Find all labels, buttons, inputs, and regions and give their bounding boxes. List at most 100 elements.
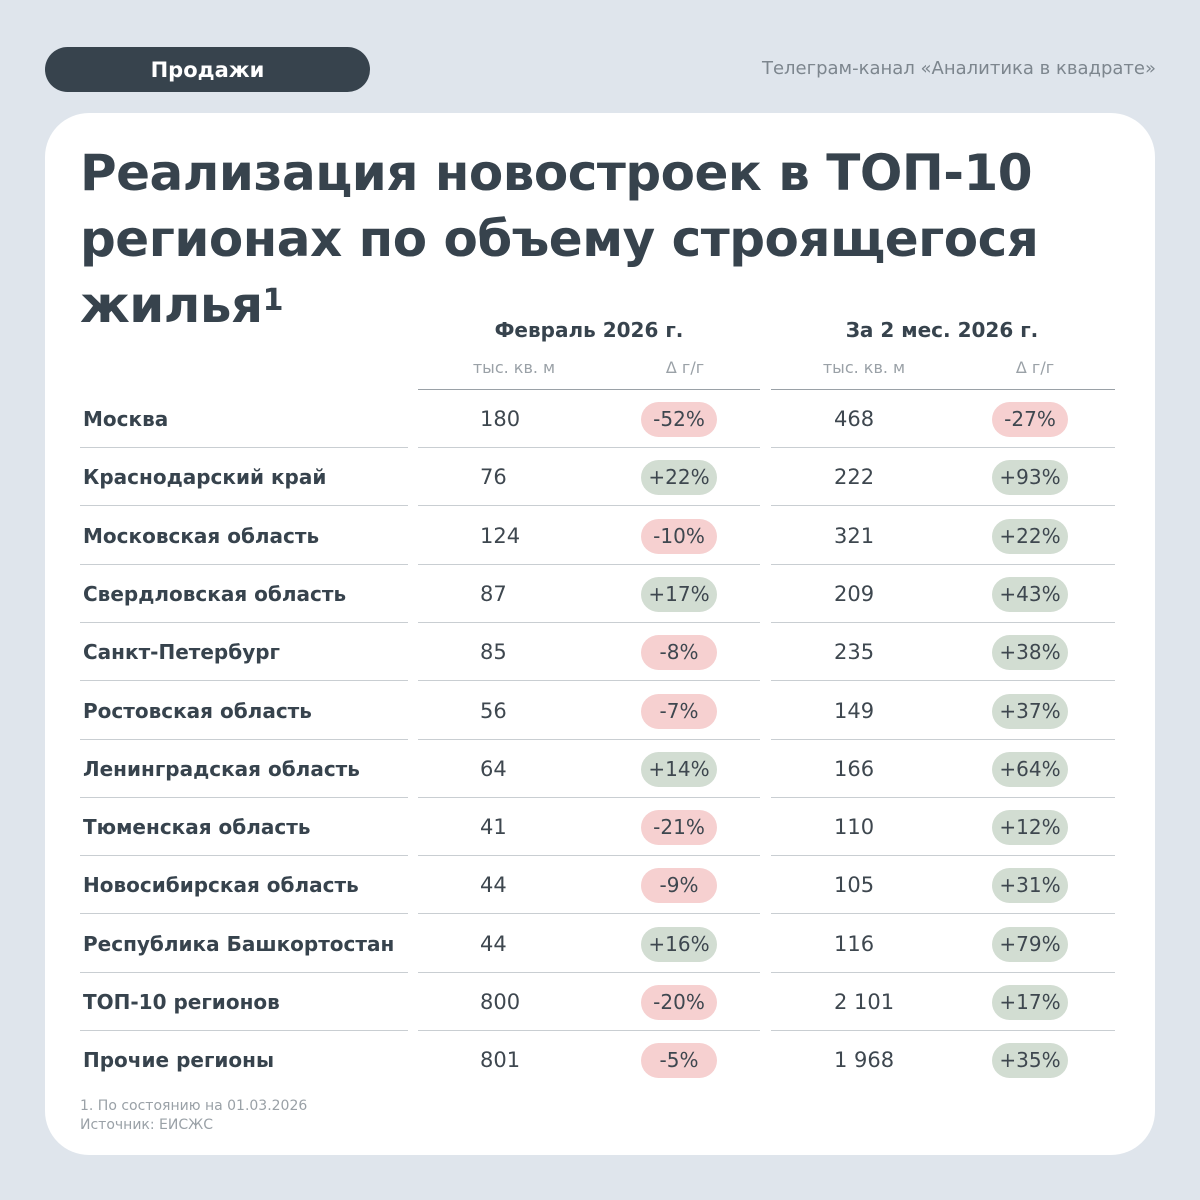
table-row: Ростовская область 56 -7% 149 +37% [0,682,1200,740]
two-month-delta-badge: +93% [992,460,1068,496]
unit-header-1: тыс. кв. м [472,358,556,377]
region-name: Прочие регионы [83,1048,275,1073]
feb-value: 124 [480,523,521,548]
two-month-value: 2 101 [834,990,895,1014]
table-row: Новосибирская область 44 -9% 105 +31% [0,856,1200,915]
feb-value: 800 [480,990,521,1014]
region-name: Московская область [83,523,320,548]
table-row: Свердловская область 87 +17% 209 +43% [0,565,1200,623]
feb-delta-badge: -8% [641,635,717,671]
delta-header-2: Δ г/г [1015,358,1055,377]
row-divider [771,796,1115,798]
two-month-value: 468 [834,407,875,431]
two-month-delta-badge: +17% [992,985,1068,1020]
row-divider [80,1030,408,1031]
table-row: Прочие регионы 801 -5% 1 968 +35% [0,1031,1200,1089]
table-row: Ленинградская область 64 +14% 166 +64% [0,740,1200,798]
feb-value: 76 [480,465,507,490]
region-name: Свердловская область [83,581,347,606]
feb-delta-badge: -20% [641,985,717,1020]
feb-delta-badge: -9% [641,868,717,904]
two-month-value: 1 968 [834,1048,895,1073]
delta-header-1: Δ г/г [665,358,705,377]
row-divider [771,971,1115,973]
row-divider [771,855,1115,857]
feb-delta-badge: -21% [641,810,717,846]
two-month-delta-badge: +64% [992,751,1068,787]
row-divider [771,505,1115,507]
region-name: Санкт-Петербург [83,640,281,665]
two-month-delta-badge: +31% [992,868,1068,904]
two-month-delta-badge: +22% [992,518,1068,554]
row-divider [418,855,760,857]
row-divider [80,621,408,623]
row-divider [418,971,760,973]
two-month-delta-badge: +38% [992,635,1068,671]
two-month-value: 116 [834,931,875,956]
two-month-delta-badge: -27% [992,402,1068,437]
row-divider [80,505,408,507]
row-divider [771,680,1115,682]
row-divider [80,563,408,565]
region-name: Ленинградская область [83,756,360,781]
row-divider [80,447,408,448]
region-name: Ростовская область [83,698,312,723]
feb-value: 56 [480,698,507,723]
row-divider [771,563,1115,565]
region-name: Республика Башкортостан [83,931,395,956]
two-month-delta-badge: +79% [992,926,1068,962]
row-divider [418,796,760,798]
two-month-delta-badge: +35% [992,1043,1068,1079]
footnote: 1. По состоянию на 01.03.2026 [80,1098,308,1114]
row-divider [771,447,1115,448]
row-divider [80,738,408,740]
two-month-delta-badge: +43% [992,576,1068,612]
feb-value: 180 [480,407,521,431]
row-divider [771,1030,1115,1031]
feb-delta-badge: +22% [641,460,717,496]
row-divider [418,621,760,623]
row-divider [80,855,408,857]
row-divider [418,680,760,682]
row-divider [418,563,760,565]
table-row: Москва 180 -52% 468 -27% [0,390,1200,448]
feb-value: 44 [480,931,507,956]
two-month-value: 105 [834,873,875,898]
title-text: Реализация новостроек в ТОП-10 регионах … [80,144,1039,334]
header-divider-1 [418,389,760,390]
feb-delta-badge: -7% [641,693,717,729]
feb-delta-badge: +14% [641,751,717,787]
region-name: Москва [83,407,169,431]
row-divider [418,447,760,448]
content-card [45,113,1155,1155]
group-header-two-months: За 2 мес. 2026 г. [845,318,1039,342]
page-title: Реализация новостроек в ТОП-10 регионах … [80,140,1080,338]
two-month-delta-badge: +37% [992,693,1068,729]
feb-value: 87 [480,581,507,606]
table-row: Республика Башкортостан 44 +16% 116 +79% [0,915,1200,973]
row-divider [80,913,408,915]
row-divider [771,913,1115,915]
feb-delta-badge: +17% [641,576,717,612]
table-row: Краснодарский край 76 +22% 222 +93% [0,448,1200,507]
source: Источник: ЕИСЖС [80,1117,213,1133]
feb-value: 85 [480,640,507,665]
row-divider [418,913,760,915]
region-name: ТОП-10 регионов [83,990,280,1014]
feb-delta-badge: -5% [641,1043,717,1079]
row-divider [771,621,1115,623]
region-name: Новосибирская область [83,873,359,898]
two-month-delta-badge: +12% [992,810,1068,846]
two-month-value: 209 [834,581,875,606]
two-month-value: 321 [834,523,875,548]
two-month-value: 166 [834,756,875,781]
header-divider-2 [771,389,1115,390]
feb-delta-badge: -10% [641,518,717,554]
section-tag: Продажи [45,47,370,92]
row-divider [80,796,408,798]
group-header-february: Февраль 2026 г. [494,318,684,342]
feb-value: 64 [480,756,507,781]
row-divider [418,1030,760,1031]
row-divider [418,505,760,507]
two-month-value: 110 [834,815,875,840]
